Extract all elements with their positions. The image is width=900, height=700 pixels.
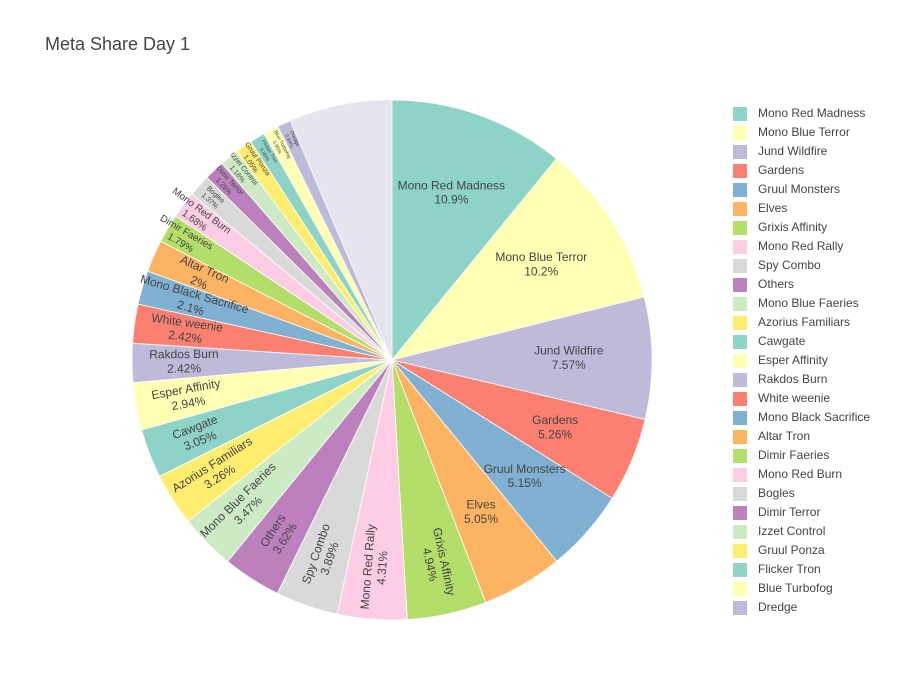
slice-label-name: Mono Blue Terror xyxy=(495,250,587,264)
slice-label-name: Mono Red Rally xyxy=(358,524,379,610)
chart-title: Meta Share Day 1 xyxy=(45,34,190,54)
slice-label: Gardens 5.26% xyxy=(532,413,578,441)
pie-slice xyxy=(391,296,653,420)
slice-label: Gruul Monsters 5.15% xyxy=(484,462,566,490)
legend-label: Gruul Monsters xyxy=(758,182,840,196)
legend-swatch xyxy=(733,373,747,387)
legend-label: Azorius Familiars xyxy=(758,315,850,329)
legend-label: Jund Wildfire xyxy=(758,144,828,158)
legend-label: Grixis Affinity xyxy=(758,220,827,234)
slice-label-value: 2% xyxy=(188,273,210,293)
slice-label-name: Jund Wildfire xyxy=(534,344,604,358)
slice-label: Rakdos Burn2.42% xyxy=(149,347,219,376)
slice-label-value: 4.31% xyxy=(374,550,391,585)
legend-label: Dredge xyxy=(758,600,798,614)
slice-label-name: Rakdos Burn xyxy=(149,347,219,362)
slice-label: Elves 5.05% xyxy=(464,498,498,526)
legend-swatch xyxy=(733,411,747,425)
legend-swatch xyxy=(733,221,747,235)
legend-label: Mono Black Sacrifice xyxy=(758,410,870,424)
legend-label: Izzet Control xyxy=(758,524,825,538)
legend-label: Gruul Ponza xyxy=(758,543,825,557)
slice-label: Mono Red Madness 10.9% xyxy=(398,178,505,206)
legend-label: Flicker Tron xyxy=(758,562,821,576)
legend-label: Altar Tron xyxy=(758,429,810,443)
legend-label: Dimir Faeries xyxy=(758,448,829,462)
slice-label: Jund Wildfire 7.57% xyxy=(534,344,604,372)
legend-swatch xyxy=(733,297,747,311)
legend-swatch xyxy=(733,183,747,197)
legend-swatch xyxy=(733,506,747,520)
legend-label: Rakdos Burn xyxy=(758,372,827,386)
legend-swatch xyxy=(733,449,747,463)
slice-label-value: 0.84% xyxy=(283,134,295,150)
legend-swatch xyxy=(733,601,747,615)
legend-label: Others xyxy=(758,277,794,291)
slice-label-value: 5.05% xyxy=(464,512,498,526)
legend-label: Esper Affinity xyxy=(758,353,828,367)
legend-swatch xyxy=(733,107,747,121)
legend-swatch xyxy=(733,202,747,216)
legend-swatch xyxy=(733,563,747,577)
slice-label: Mono Red Rally4.31% xyxy=(358,524,393,611)
legend-label: Cawgate xyxy=(758,334,806,348)
pie-slice xyxy=(391,99,558,362)
legend-swatch xyxy=(733,544,747,558)
legend-label: Dimir Terror xyxy=(758,505,820,519)
legend-label: Spy Combo xyxy=(758,258,821,272)
legend-swatch xyxy=(733,335,747,349)
legend-swatch xyxy=(733,278,747,292)
pie-slice xyxy=(277,120,393,361)
pie-slice xyxy=(390,158,645,361)
slice-label-value: 5.15% xyxy=(508,476,542,490)
legend-swatch xyxy=(733,525,747,539)
legend-swatch xyxy=(733,126,747,140)
slice-label-value: 10.2% xyxy=(524,265,558,279)
legend-swatch xyxy=(733,354,747,368)
legend-swatch xyxy=(733,392,747,406)
legend-label: Gardens xyxy=(758,163,804,177)
legend-swatch xyxy=(733,316,747,330)
legend-label: Blue Turbofog xyxy=(758,581,833,595)
slice-label: Mono Blue Terror 10.2% xyxy=(495,250,587,278)
slice-label-value: 5.26% xyxy=(538,428,572,442)
legend-swatch xyxy=(733,240,747,254)
legend-swatch xyxy=(733,164,747,178)
slice-label-value: 10.9% xyxy=(434,193,468,207)
legend-label: White weenie xyxy=(758,391,830,405)
legend-label: Elves xyxy=(758,201,787,215)
legend-label: Mono Red Madness xyxy=(758,106,865,120)
legend-label: Mono Blue Terror xyxy=(758,125,850,139)
legend-swatch xyxy=(733,468,747,482)
legend-swatch xyxy=(733,582,747,596)
legend-swatch xyxy=(733,430,747,444)
slice-label-name: Gruul Monsters xyxy=(484,462,566,476)
slice-label-value: 2.94% xyxy=(170,393,206,413)
legend-label: Mono Blue Faeries xyxy=(758,296,859,310)
slice-label-value: 2.42% xyxy=(167,328,203,347)
legend-label: Bogles xyxy=(758,486,795,500)
slice-label-name: Gardens xyxy=(532,413,578,427)
legend-swatch xyxy=(733,259,747,273)
legend-swatch xyxy=(733,145,747,159)
legend-label: Mono Red Rally xyxy=(758,239,843,253)
slice-label-name: Mono Red Madness xyxy=(398,178,505,192)
legend-label: Mono Red Burn xyxy=(758,467,842,481)
slice-label-name: Elves xyxy=(466,498,495,512)
slice-label-value: 7.57% xyxy=(552,358,586,372)
slice-label-value: 2.42% xyxy=(167,362,202,376)
legend-swatch xyxy=(733,487,747,501)
